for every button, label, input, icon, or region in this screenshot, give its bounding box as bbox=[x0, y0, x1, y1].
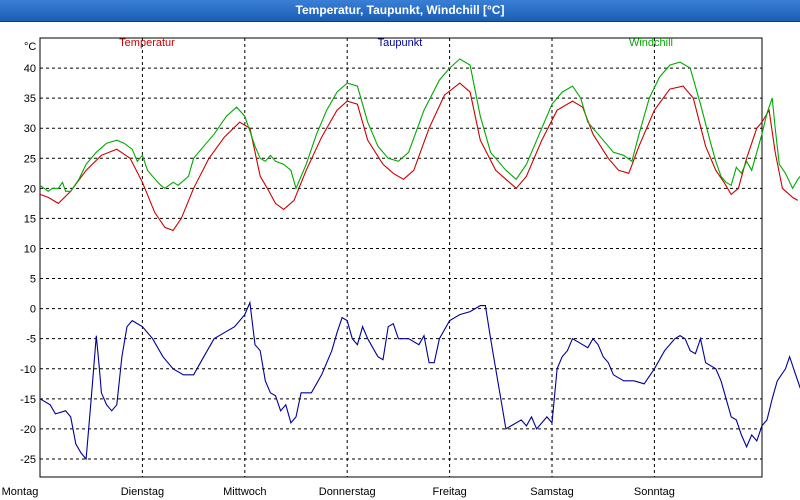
y-tick-label: -20 bbox=[20, 424, 36, 436]
y-tick-label: -5 bbox=[26, 334, 36, 346]
y-tick-label: 25 bbox=[24, 153, 36, 165]
y-tick-label: -25 bbox=[20, 454, 36, 466]
grid-lines bbox=[40, 38, 762, 477]
legend-temperatur: Temperatur bbox=[119, 37, 175, 49]
y-tick-label: -10 bbox=[20, 364, 36, 376]
y-tick-label: -15 bbox=[20, 394, 36, 406]
y-tick-label: 35 bbox=[24, 93, 36, 105]
plot-frame bbox=[39, 37, 763, 478]
legend: Temperatur Taupunkt Windchill bbox=[119, 37, 673, 49]
x-tick-day: Freitag bbox=[432, 486, 466, 498]
x-tick-day: Montag bbox=[2, 486, 39, 498]
chart-title: Temperatur, Taupunkt, Windchill [°C] bbox=[295, 3, 505, 17]
y-axis: °C 40 35 30 25 20 15 10 5 0 -5 -10 -15 -20 -25 bbox=[20, 41, 36, 466]
legend-windchill: Windchill bbox=[629, 37, 673, 49]
series-line-taupunkt bbox=[39, 300, 800, 461]
x-tick-day: Donnerstag bbox=[319, 486, 376, 498]
y-tick-label: 40 bbox=[24, 63, 36, 75]
y-tick-label: 0 bbox=[30, 304, 36, 316]
x-tick-day: Dienstag bbox=[121, 486, 164, 498]
x-tick-day: Sonntag bbox=[634, 486, 675, 498]
series-line-temperatur bbox=[39, 82, 799, 232]
y-tick-label: 30 bbox=[24, 123, 36, 135]
chart-area: °C 40 35 30 25 20 15 10 5 0 -5 -10 -15 -20 -25 Montag… bbox=[2, 37, 800, 498]
x-tick-day: Mittwoch bbox=[223, 486, 266, 498]
series-line-windchill bbox=[39, 58, 800, 192]
y-tick-label: 15 bbox=[24, 213, 36, 225]
series-lines bbox=[39, 58, 800, 461]
y-tick-label: 5 bbox=[30, 274, 36, 286]
y-axis-unit: °C bbox=[24, 41, 36, 53]
y-tick-label: 20 bbox=[24, 183, 36, 195]
legend-taupunkt: Taupunkt bbox=[378, 37, 423, 49]
window-title-bar: Temperatur, Taupunkt, Windchill [°C] bbox=[0, 0, 800, 22]
x-tick-day: Samstag bbox=[530, 486, 573, 498]
y-tick-label: 10 bbox=[24, 243, 36, 255]
x-axis: Montag29.06.15Dienstag30.06.15Mittwoch01… bbox=[2, 486, 675, 498]
